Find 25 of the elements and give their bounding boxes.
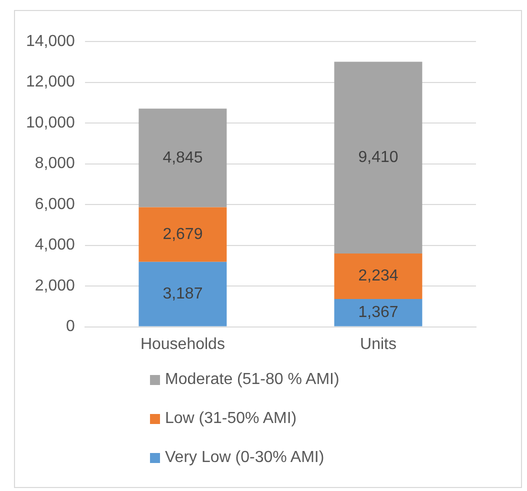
legend-label: Very Low (0-30% AMI): [165, 448, 324, 466]
data-label: 2,679: [162, 226, 203, 243]
y-tick-label: 0: [66, 318, 76, 336]
y-tick-label: 4,000: [34, 236, 76, 254]
bar: [138, 108, 227, 208]
bar: [334, 298, 422, 326]
bar: [334, 253, 422, 299]
y-tick-label: 6,000: [34, 196, 76, 213]
legend-label: Moderate (51-80 % AMI): [165, 370, 340, 388]
data-label: 9,410: [358, 149, 398, 166]
y-tick-label: 12,000: [26, 74, 76, 91]
y-tick-label: 10,000: [26, 114, 76, 132]
x-tick-label: Households: [140, 336, 225, 353]
y-tick-label: 2,000: [34, 277, 76, 294]
data-label: 4,845: [162, 149, 203, 166]
y-tick-label: 8,000: [34, 155, 76, 172]
y-tick-label: 14,000: [26, 33, 76, 50]
bar: [334, 62, 422, 254]
data-label: 1,367: [358, 304, 398, 322]
data-label: 2,234: [358, 268, 398, 285]
x-tick-label: Units: [360, 336, 396, 353]
bar: [138, 262, 227, 326]
data-label: 3,187: [162, 285, 203, 302]
legend-label: Low (31-50% AMI): [165, 410, 297, 428]
bar: [138, 207, 227, 262]
